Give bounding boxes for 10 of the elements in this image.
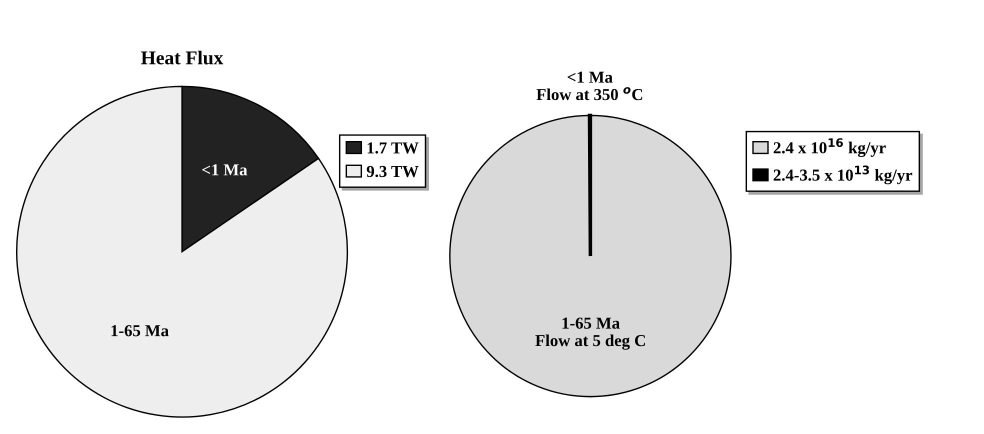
text: 1-65 Ma Flow at 5 deg C: [535, 318, 645, 350]
pie-slice: [16, 86, 348, 418]
legend-label: 2.4 x 10$^{16}$ kg/yr: [774, 138, 886, 157]
chart-title: Heat Flux: [141, 50, 224, 64]
text: 1-65 Ma: [112, 325, 169, 336]
legend-label: 1.7 TW: [368, 142, 419, 154]
legend-label: 2.4-3.5 x 10$^{13}$ kg/yr: [774, 166, 912, 184]
text: <1 Ma Flow at 350 $^{o}$C: [536, 72, 642, 100]
legend-label: 9.3 TW: [366, 166, 419, 178]
text: <1 Ma: [202, 164, 248, 176]
